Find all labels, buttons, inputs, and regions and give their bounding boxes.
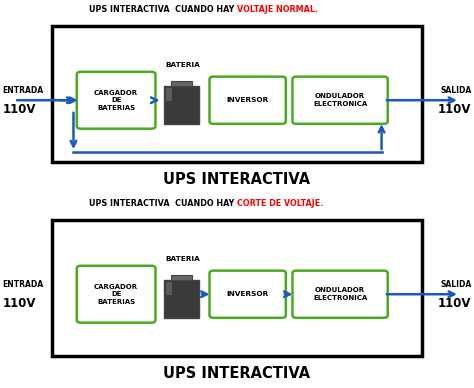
Text: SALIDA: SALIDA <box>440 280 472 289</box>
Text: 110V: 110V <box>438 104 472 116</box>
Text: CARGADOR
DE
BATERIAS: CARGADOR DE BATERIAS <box>94 90 138 111</box>
Text: UPS INTERACTIVA  CUANDO HAY: UPS INTERACTIVA CUANDO HAY <box>89 5 237 14</box>
Bar <box>166 282 172 295</box>
Text: ONDULADOR
ELECTRONICA: ONDULADOR ELECTRONICA <box>313 94 367 107</box>
FancyBboxPatch shape <box>77 72 155 129</box>
Text: UPS INTERACTIVA: UPS INTERACTIVA <box>164 366 310 381</box>
Text: UPS INTERACTIVA: UPS INTERACTIVA <box>164 172 310 187</box>
Bar <box>164 280 199 319</box>
Text: 110V: 110V <box>2 104 36 116</box>
Text: ENTRADA: ENTRADA <box>2 86 44 95</box>
Text: INVERSOR: INVERSOR <box>227 97 269 103</box>
Bar <box>171 81 192 86</box>
FancyBboxPatch shape <box>292 77 388 124</box>
Text: UPS INTERACTIVA  CUANDO HAY: UPS INTERACTIVA CUANDO HAY <box>89 199 237 208</box>
Text: VOLTAJE NORMAL.: VOLTAJE NORMAL. <box>237 5 318 14</box>
Text: BATERIA: BATERIA <box>165 62 200 68</box>
FancyBboxPatch shape <box>77 266 155 323</box>
Text: CARGADOR
DE
BATERIAS: CARGADOR DE BATERIAS <box>94 284 138 305</box>
FancyBboxPatch shape <box>292 271 388 318</box>
Text: BATERIA: BATERIA <box>165 256 200 262</box>
Text: CORTE DE VOLTAJE.: CORTE DE VOLTAJE. <box>237 199 323 208</box>
Text: INVERSOR: INVERSOR <box>227 291 269 297</box>
Text: SALIDA: SALIDA <box>440 86 472 95</box>
Text: 110V: 110V <box>2 298 36 310</box>
Text: ENTRADA: ENTRADA <box>2 280 44 289</box>
Bar <box>166 88 172 101</box>
FancyBboxPatch shape <box>210 77 286 124</box>
FancyBboxPatch shape <box>210 271 286 318</box>
Text: ONDULADOR
ELECTRONICA: ONDULADOR ELECTRONICA <box>313 288 367 301</box>
Bar <box>52 220 422 356</box>
Text: 110V: 110V <box>438 298 472 310</box>
Bar <box>52 26 422 162</box>
Bar <box>171 275 192 280</box>
Bar <box>164 86 199 125</box>
